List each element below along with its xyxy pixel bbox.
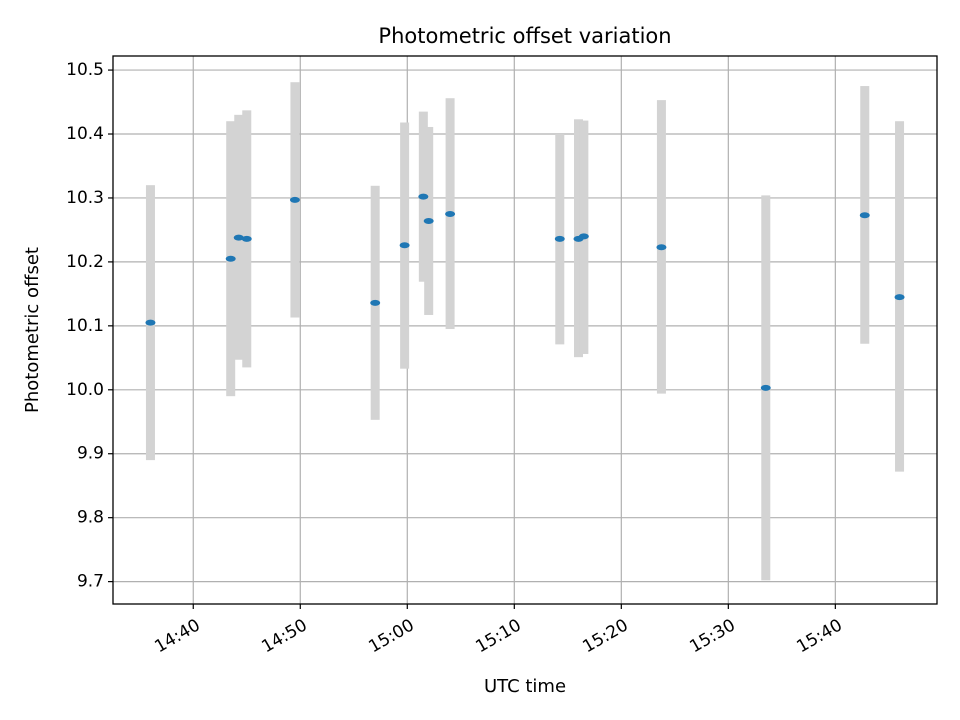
data-point bbox=[554, 235, 565, 242]
data-point bbox=[370, 299, 381, 306]
data-point bbox=[859, 212, 870, 219]
x-axis-label: UTC time bbox=[484, 676, 566, 697]
y-tick-label: 10.1 bbox=[66, 316, 104, 336]
data-point bbox=[225, 255, 236, 262]
y-tick-label: 10.3 bbox=[66, 188, 104, 208]
y-tick-label: 9.9 bbox=[77, 444, 104, 464]
data-point bbox=[423, 217, 434, 224]
data-points bbox=[145, 193, 905, 391]
y-tick-label: 10.5 bbox=[66, 60, 104, 80]
plot-frame bbox=[112, 55, 938, 605]
data-point bbox=[289, 196, 300, 203]
data-point bbox=[241, 235, 252, 242]
chart-title: Photometric offset variation bbox=[378, 24, 671, 48]
data-point bbox=[399, 242, 410, 249]
y-axis-label: Photometric offset bbox=[22, 247, 43, 413]
data-point bbox=[418, 193, 429, 200]
data-point bbox=[760, 384, 771, 391]
data-point bbox=[578, 233, 589, 240]
y-tick-label: 10.4 bbox=[66, 124, 104, 144]
y-tick-label: 10.2 bbox=[66, 252, 104, 272]
data-point bbox=[145, 319, 156, 326]
data-point bbox=[656, 244, 667, 251]
data-point bbox=[894, 294, 905, 301]
y-tick-label: 9.7 bbox=[77, 572, 104, 592]
y-tick-label: 9.8 bbox=[77, 508, 104, 528]
y-tick-label: 10.0 bbox=[66, 380, 104, 400]
data-point bbox=[445, 210, 456, 217]
data-point bbox=[233, 234, 244, 241]
